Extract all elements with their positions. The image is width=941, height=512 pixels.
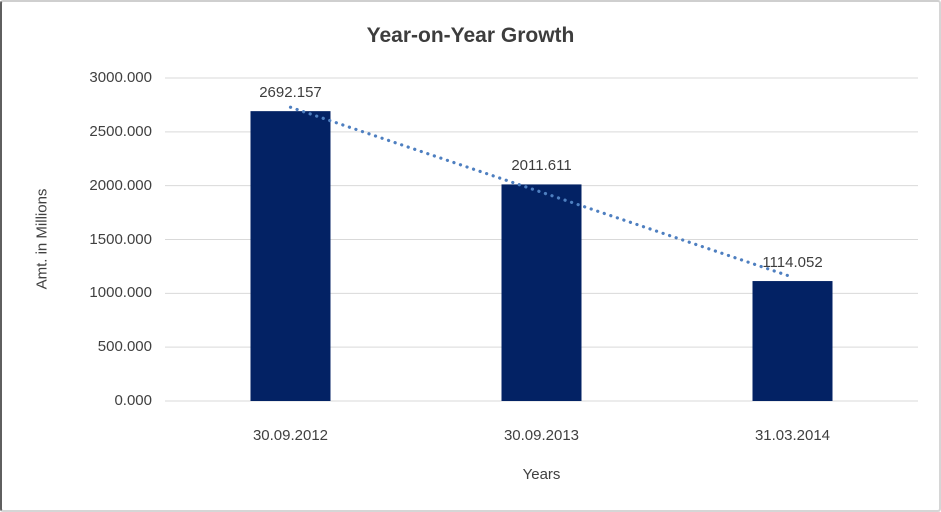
data-label: 2692.157 (259, 84, 322, 102)
trendline (288, 105, 795, 279)
y-tick-label: 2500.000 (89, 122, 152, 140)
y-tick-label: 3000.000 (89, 69, 152, 86)
chart-title: Year-on-Year Growth (366, 24, 575, 47)
bar (752, 281, 833, 401)
y-tick-label: 500.000 (97, 338, 152, 356)
x-tick-label: 30.09.2013 (503, 427, 580, 444)
y-tick-label: 1500.000 (89, 230, 152, 248)
data-label: 2011.611 (511, 157, 572, 175)
x-tick-label: 30.09.2012 (252, 427, 329, 444)
y-tick-label: 0.000 (114, 392, 152, 409)
y-tick-label: 2000.000 (89, 176, 152, 194)
bar (250, 111, 331, 401)
y-tick-label: 1000.000 (89, 284, 152, 302)
x-axis-title: Years (522, 466, 561, 483)
x-tick-label: 31.03.2014 (754, 427, 831, 444)
data-label: 1114.052 (762, 254, 823, 272)
bar (501, 184, 582, 401)
